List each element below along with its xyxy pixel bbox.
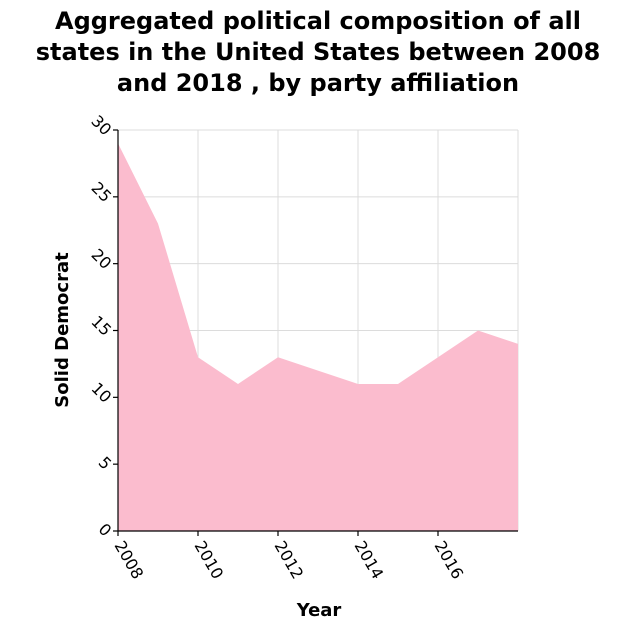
y-tick-label-20: 20 — [87, 245, 115, 273]
y-tick-label-10: 10 — [87, 379, 115, 407]
y-tick-label-15: 15 — [87, 312, 115, 340]
x-tick-label-2010: 2010 — [191, 538, 228, 583]
x-axis-label: Year — [296, 600, 342, 621]
y-tick-label-25: 25 — [87, 178, 115, 206]
x-tick-label-2016: 2016 — [431, 538, 468, 583]
area-series-fill — [118, 143, 518, 531]
chart-title: Aggregated political composition of all … — [0, 6, 636, 99]
chart-title-line-2: states in the United States between 2008 — [35, 38, 601, 66]
y-tick-label-30: 30 — [87, 111, 115, 139]
area-series-layer — [118, 143, 518, 531]
x-tick-label-2014: 2014 — [351, 538, 388, 583]
y-tick-label-5: 5 — [95, 453, 116, 474]
x-tick-label-2008: 2008 — [111, 538, 148, 583]
axes — [113, 129, 518, 536]
y-axis-label: Solid Democrat — [52, 252, 73, 408]
x-tick-label-2012: 2012 — [271, 538, 308, 583]
y-tick-label-0: 0 — [95, 520, 116, 541]
chart-title-line-3: and 2018 , by party affiliation — [116, 69, 520, 97]
chart-title-line-1: Aggregated political composition of all — [55, 7, 581, 35]
